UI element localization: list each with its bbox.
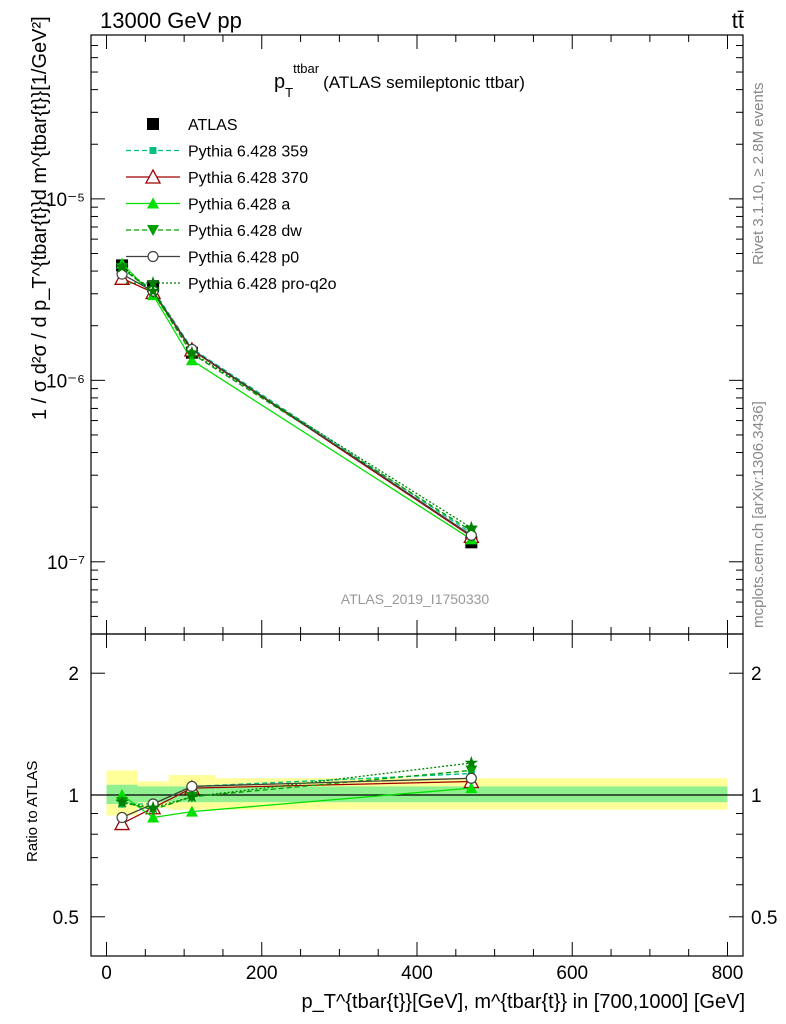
- legend-marker-2: [144, 168, 162, 184]
- ratio-xlabel: p_T^{tbar{t}}[GeV], m^{tbar{t}} in [700,…: [301, 991, 745, 1013]
- legend-marker-3: [147, 197, 159, 209]
- legend-marker-4: [147, 225, 159, 236]
- ratio-xtick-label: 0: [101, 963, 112, 984]
- ratio-point-2-2: [185, 805, 198, 817]
- ratio-ytick-label: 1: [68, 786, 79, 807]
- ratio-ytick-label: 2: [68, 664, 79, 685]
- series-line-6: [121, 266, 472, 529]
- legend: ATLAS Pythia 6.428 359 Pythia 6.428 370 Pyt…: [126, 117, 337, 293]
- ratio-ytick-label-right: 0.5: [751, 908, 777, 929]
- data-point-6-1: [146, 284, 160, 297]
- series-line-3: [121, 263, 472, 540]
- main-ytick-label: 10⁻⁵: [46, 190, 85, 211]
- legend-marker-1: [149, 147, 157, 154]
- ratio-line-1: [121, 780, 472, 825]
- series-line-5: [121, 273, 472, 536]
- legend-label-4: Pythia 6.428 dw: [188, 223, 302, 240]
- legend-marker-5: [147, 250, 159, 263]
- ratio-point-3-3: [465, 765, 478, 777]
- ratio-plot: 0.5 0.5 1 1 2 2 0 200 400 600 800: [53, 633, 777, 984]
- ratio-xtick-label: 400: [401, 963, 433, 984]
- legend-label-5: Pythia 6.428 p0: [188, 250, 299, 267]
- ratio-ylabel: Ratio to ATLAS: [24, 761, 41, 862]
- legend-label-0: ATLAS: [188, 117, 238, 134]
- ratio-line-3: [121, 769, 472, 811]
- ratio-ytick-label: 0.5: [53, 908, 79, 929]
- analysis-id: ATLAS_2019_I1750330: [341, 591, 490, 607]
- ratio-band-inner: [137, 786, 169, 803]
- ratio-xtick-label: 800: [712, 963, 744, 984]
- ratio-ytick-label-right: 1: [751, 786, 762, 807]
- data-point-6-0: [115, 260, 129, 273]
- main-title: pTttbar(ATLAS semileptonic ttbar): [274, 61, 525, 100]
- legend-marker-0: [147, 118, 159, 130]
- ratio-point-2-3: [465, 782, 478, 794]
- ratio-xtick-label: 600: [556, 963, 588, 984]
- ratio-point-4-0: [116, 811, 128, 824]
- ratio-point-5-1: [146, 800, 160, 814]
- ratio-line-4: [121, 777, 472, 819]
- ratio-xtick-label: 200: [246, 963, 278, 984]
- mcplots-label: mcplots.cern.ch [arXiv:1306.3436]: [750, 401, 767, 628]
- header-left: 13000 GeV pp: [100, 8, 242, 33]
- main-ytick-label: 10⁻⁶: [46, 371, 85, 392]
- series-line-4: [121, 267, 472, 532]
- legend-label-3: Pythia 6.428 a: [188, 197, 290, 214]
- data-point-6-3: [464, 520, 478, 534]
- main-ytick-label: 10⁻⁷: [47, 553, 85, 574]
- ratio-ytick-label-right: 2: [751, 664, 762, 685]
- ratio-point-5-2: [185, 789, 199, 803]
- series-line-1: [121, 268, 472, 534]
- legend-label-2: Pythia 6.428 370: [188, 170, 308, 187]
- ratio-point-5-0: [115, 795, 129, 808]
- rivet-label: Rivet 3.1.10, ≥ 2.8M events: [750, 83, 767, 266]
- data-point-6-2: [185, 345, 199, 359]
- legend-marker-6: [146, 276, 160, 289]
- legend-label-1: Pythia 6.428 359: [188, 144, 308, 161]
- main-ylabel: 1 / σ d²σ / d p_T^{tbar{t}}d m^{tbar{t}}…: [29, 16, 51, 420]
- legend-label-6: Pythia 6.428 pro-q2o: [188, 276, 337, 293]
- ratio-point-5-3: [464, 756, 478, 769]
- main-plot: 10⁻⁷ 10⁻⁶ 10⁻⁵: [46, 34, 744, 635]
- header-right: tt̄: [732, 8, 744, 33]
- ratio-line-5: [121, 762, 472, 809]
- ratio-point-2-1: [147, 811, 160, 823]
- ratio-point-4-3: [465, 772, 477, 784]
